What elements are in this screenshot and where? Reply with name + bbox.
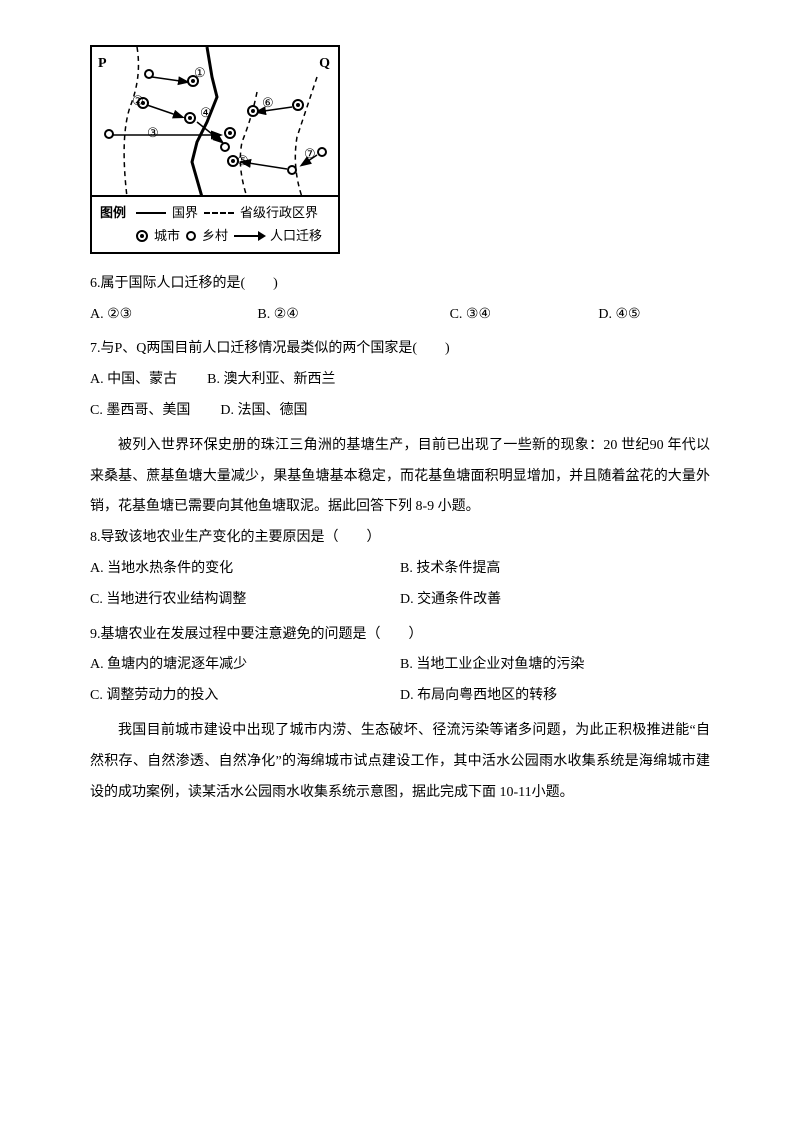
q6-opt-d: D. ④⑤ [598,300,640,331]
question-8: 8.导致该地农业生产变化的主要原因是（ ） A. 当地水热条件的变化 B. 技术… [90,523,710,615]
legend-arrow-icon [234,235,264,237]
question-6: 6.属于国际人口迁移的是( ) A. ②③ B. ②④ C. ③④ D. ④⑤ [90,269,710,331]
legend-provincial-icon [204,212,234,214]
q7-opt-b: B. 澳大利亚、新西兰 [207,365,335,396]
q8-opt-c: C. 当地进行农业结构调整 [90,585,400,616]
legend-city-icon [136,230,148,242]
q6-opt-b: B. ②④ [257,300,449,331]
migration-diagram: P Q ① ② ③ ④ ⑤ ⑥ ⑦ 图例 国界 省级行政区界 图例 [90,45,340,254]
legend-village-icon [186,231,196,241]
diagram-legend: 图例 国界 省级行政区界 图例 城市 乡村 人口迁移 [92,197,338,252]
map-svg [92,47,338,197]
q6-stem: 6.属于国际人口迁移的是( ) [90,269,710,300]
q7-opt-a: A. 中国、蒙古 [90,365,177,396]
q6-opt-c: C. ③④ [450,300,599,331]
q7-stem: 7.与P、Q两国目前人口迁移情况最类似的两个国家是( ) [90,334,710,365]
map-label-q: Q [319,49,330,80]
q9-opt-b: B. 当地工业企业对鱼塘的污染 [400,650,710,681]
map-label-p: P [98,49,107,80]
q7-opt-c: C. 墨西哥、美国 [90,396,190,427]
legend-village: 乡村 [202,224,228,247]
legend-border-icon [136,212,166,214]
q7-opt-d: D. 法国、德国 [220,396,307,427]
q8-opt-a: A. 当地水热条件的变化 [90,554,400,585]
q9-opt-d: D. 布局向粤西地区的转移 [400,681,710,712]
q6-opt-a: A. ②③ [90,300,257,331]
legend-provincial: 省级行政区界 [240,201,318,224]
question-7: 7.与P、Q两国目前人口迁移情况最类似的两个国家是( ) A. 中国、蒙古 B.… [90,334,710,426]
q9-stem: 9.基塘农业在发展过程中要注意避免的问题是（ ） [90,620,710,651]
q9-opt-c: C. 调整劳动力的投入 [90,681,400,712]
passage-8-9: 被列入世界环保史册的珠江三角洲的基塘生产，目前已出现了一些新的现象：20 世纪9… [90,431,710,523]
question-9: 9.基塘农业在发展过程中要注意避免的问题是（ ） A. 鱼塘内的塘泥逐年减少 B… [90,620,710,712]
legend-title: 图例 [100,201,126,224]
legend-border: 国界 [172,201,198,224]
diagram-map: P Q ① ② ③ ④ ⑤ ⑥ ⑦ [92,47,338,197]
q8-opt-d: D. 交通条件改善 [400,585,710,616]
passage-10-11: 我国目前城市建设中出现了城市内涝、生态破坏、径流污染等诸多问题，为此正积极推进能… [90,716,710,808]
q9-opt-a: A. 鱼塘内的塘泥逐年减少 [90,650,400,681]
legend-city: 城市 [154,224,180,247]
q8-opt-b: B. 技术条件提高 [400,554,710,585]
q8-stem: 8.导致该地农业生产变化的主要原因是（ ） [90,523,710,554]
legend-migration: 人口迁移 [270,224,322,247]
